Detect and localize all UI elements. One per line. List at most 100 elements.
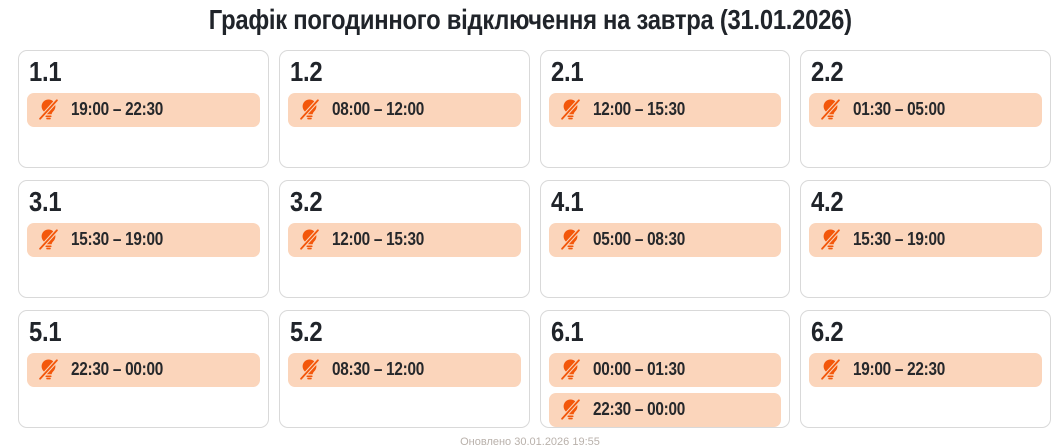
queue-label-text: 4.2 (811, 185, 844, 217)
slot-list: 05:00 – 08:30 (548, 222, 782, 257)
queue-card: 4.1 05:00 – 08:30 (539, 179, 791, 298)
queue-label-text: 1.2 (289, 55, 323, 87)
slot-list: 08:00 – 12:00 (287, 92, 521, 127)
outage-time: 05:00 – 08:30 (593, 229, 701, 250)
outage-time: 19:00 – 22:30 (71, 99, 179, 120)
page-title-text: Графік погодинного відключення на завтра… (208, 4, 852, 35)
lightbulb-off-icon (819, 358, 842, 381)
outage-time-text: 12:00 – 15:30 (592, 99, 685, 120)
lightbulb-off-icon (819, 228, 842, 251)
queue-label: 2.2 (811, 54, 1042, 89)
lightbulb-off-icon (559, 358, 582, 381)
outage-time: 15:30 – 19:00 (853, 229, 961, 250)
queue-label: 3.2 (290, 184, 521, 219)
queue-label: 5.1 (29, 314, 260, 349)
lightbulb-off-icon (37, 98, 60, 121)
lightbulb-off-icon (37, 358, 60, 381)
queue-label-text: 6.2 (811, 315, 844, 347)
queue-label: 4.2 (811, 184, 1042, 219)
slot-list: 12:00 – 15:30 (287, 222, 521, 257)
queue-label: 5.2 (290, 314, 521, 349)
outage-slot: 08:30 – 12:00 (287, 352, 521, 387)
lightbulb-off-icon (37, 228, 60, 251)
outage-time-text: 22:30 – 00:00 (71, 359, 163, 380)
slot-list: 08:30 – 12:00 (287, 352, 521, 387)
outage-slot: 01:30 – 05:00 (809, 92, 1042, 127)
outage-time: 22:30 – 00:00 (593, 399, 701, 420)
queue-card: 6.2 19:00 – 22:30 (800, 309, 1051, 428)
outage-slot: 15:30 – 19:00 (809, 222, 1042, 257)
queue-label-text: 4.1 (550, 185, 584, 217)
queue-label: 2.1 (551, 54, 782, 89)
outage-slot: 12:00 – 15:30 (548, 92, 782, 127)
queue-label-text: 1.1 (29, 55, 62, 87)
slot-list: 22:30 – 00:00 (27, 352, 260, 387)
outage-time-text: 12:00 – 15:30 (331, 229, 424, 250)
outage-time-text: 15:30 – 19:00 (853, 229, 946, 250)
outage-slot: 12:00 – 15:30 (287, 222, 521, 257)
outage-time-text: 00:00 – 01:30 (592, 359, 685, 380)
queue-label: 4.1 (551, 184, 782, 219)
outage-time: 00:00 – 01:30 (593, 359, 701, 380)
queue-card: 1.2 08:00 – 12:00 (278, 49, 530, 168)
queue-label: 6.1 (551, 314, 782, 349)
queue-label-text: 2.1 (550, 55, 584, 87)
outage-time-text: 22:30 – 00:00 (592, 399, 685, 420)
queue-card: 4.2 15:30 – 19:00 (800, 179, 1051, 298)
lightbulb-off-icon (559, 228, 582, 251)
queue-label: 3.1 (29, 184, 260, 219)
outage-slot: 08:00 – 12:00 (287, 92, 521, 127)
updated-timestamp: Оновлено 30.01.2026 19:55 (460, 435, 600, 448)
queue-label-text: 3.2 (289, 185, 323, 217)
lightbulb-off-icon (559, 98, 582, 121)
outage-slot: 15:30 – 19:00 (27, 222, 260, 257)
queue-card: 5.2 08:30 – 12:00 (278, 309, 530, 428)
schedule-grid: 1.1 19:00 – 22:30 1.2 (18, 49, 1051, 428)
queue-label-text: 5.2 (289, 315, 323, 347)
outage-slot: 19:00 – 22:30 (809, 352, 1042, 387)
outage-time-text: 08:30 – 12:00 (331, 359, 424, 380)
lightbulb-off-icon (819, 98, 842, 121)
queue-card: 3.1 15:30 – 19:00 (18, 179, 269, 298)
slot-list: 15:30 – 19:00 (809, 222, 1042, 257)
queue-label-text: 5.1 (29, 315, 62, 347)
outage-slot: 22:30 – 00:00 (27, 352, 260, 387)
queue-label-text: 6.1 (550, 315, 584, 347)
queue-label: 6.2 (811, 314, 1042, 349)
lightbulb-off-icon (298, 228, 321, 251)
queue-card: 2.1 12:00 – 15:30 (539, 49, 791, 168)
outage-time: 22:30 – 00:00 (71, 359, 179, 380)
outage-time-text: 19:00 – 22:30 (853, 359, 946, 380)
outage-slot: 19:00 – 22:30 (27, 92, 260, 127)
slot-list: 00:00 – 01:30 22:30 – 00:00 (548, 352, 782, 427)
outage-time-text: 05:00 – 08:30 (592, 229, 685, 250)
queue-label: 1.1 (29, 54, 260, 89)
outage-time: 08:30 – 12:00 (332, 359, 440, 380)
outage-slot: 22:30 – 00:00 (548, 392, 782, 427)
outage-time: 19:00 – 22:30 (853, 359, 961, 380)
outage-time-text: 01:30 – 05:00 (853, 99, 946, 120)
outage-time: 12:00 – 15:30 (593, 99, 701, 120)
lightbulb-off-icon (559, 398, 582, 421)
slot-list: 12:00 – 15:30 (548, 92, 782, 127)
slot-list: 19:00 – 22:30 (809, 352, 1042, 387)
queue-label-text: 2.2 (811, 55, 844, 87)
outage-slot: 00:00 – 01:30 (548, 352, 782, 387)
outage-time-text: 15:30 – 19:00 (71, 229, 163, 250)
slot-list: 01:30 – 05:00 (809, 92, 1042, 127)
lightbulb-off-icon (298, 98, 321, 121)
slot-list: 19:00 – 22:30 (27, 92, 260, 127)
queue-label: 1.2 (290, 54, 521, 89)
queue-card: 5.1 22:30 – 00:00 (18, 309, 269, 428)
queue-card: 1.1 19:00 – 22:30 (18, 49, 269, 168)
page: { "title": "Графік погодинного відключен… (0, 4, 1060, 448)
queue-card: 2.2 01:30 – 05:00 (800, 49, 1051, 168)
queue-card: 6.1 00:00 – 01:30 (539, 309, 791, 428)
outage-time: 08:00 – 12:00 (332, 99, 440, 120)
outage-slot: 05:00 – 08:30 (548, 222, 782, 257)
outage-time: 15:30 – 19:00 (71, 229, 179, 250)
outage-time-text: 08:00 – 12:00 (331, 99, 424, 120)
outage-time: 12:00 – 15:30 (332, 229, 440, 250)
slot-list: 15:30 – 19:00 (27, 222, 260, 257)
queue-card: 3.2 12:00 – 15:30 (278, 179, 530, 298)
